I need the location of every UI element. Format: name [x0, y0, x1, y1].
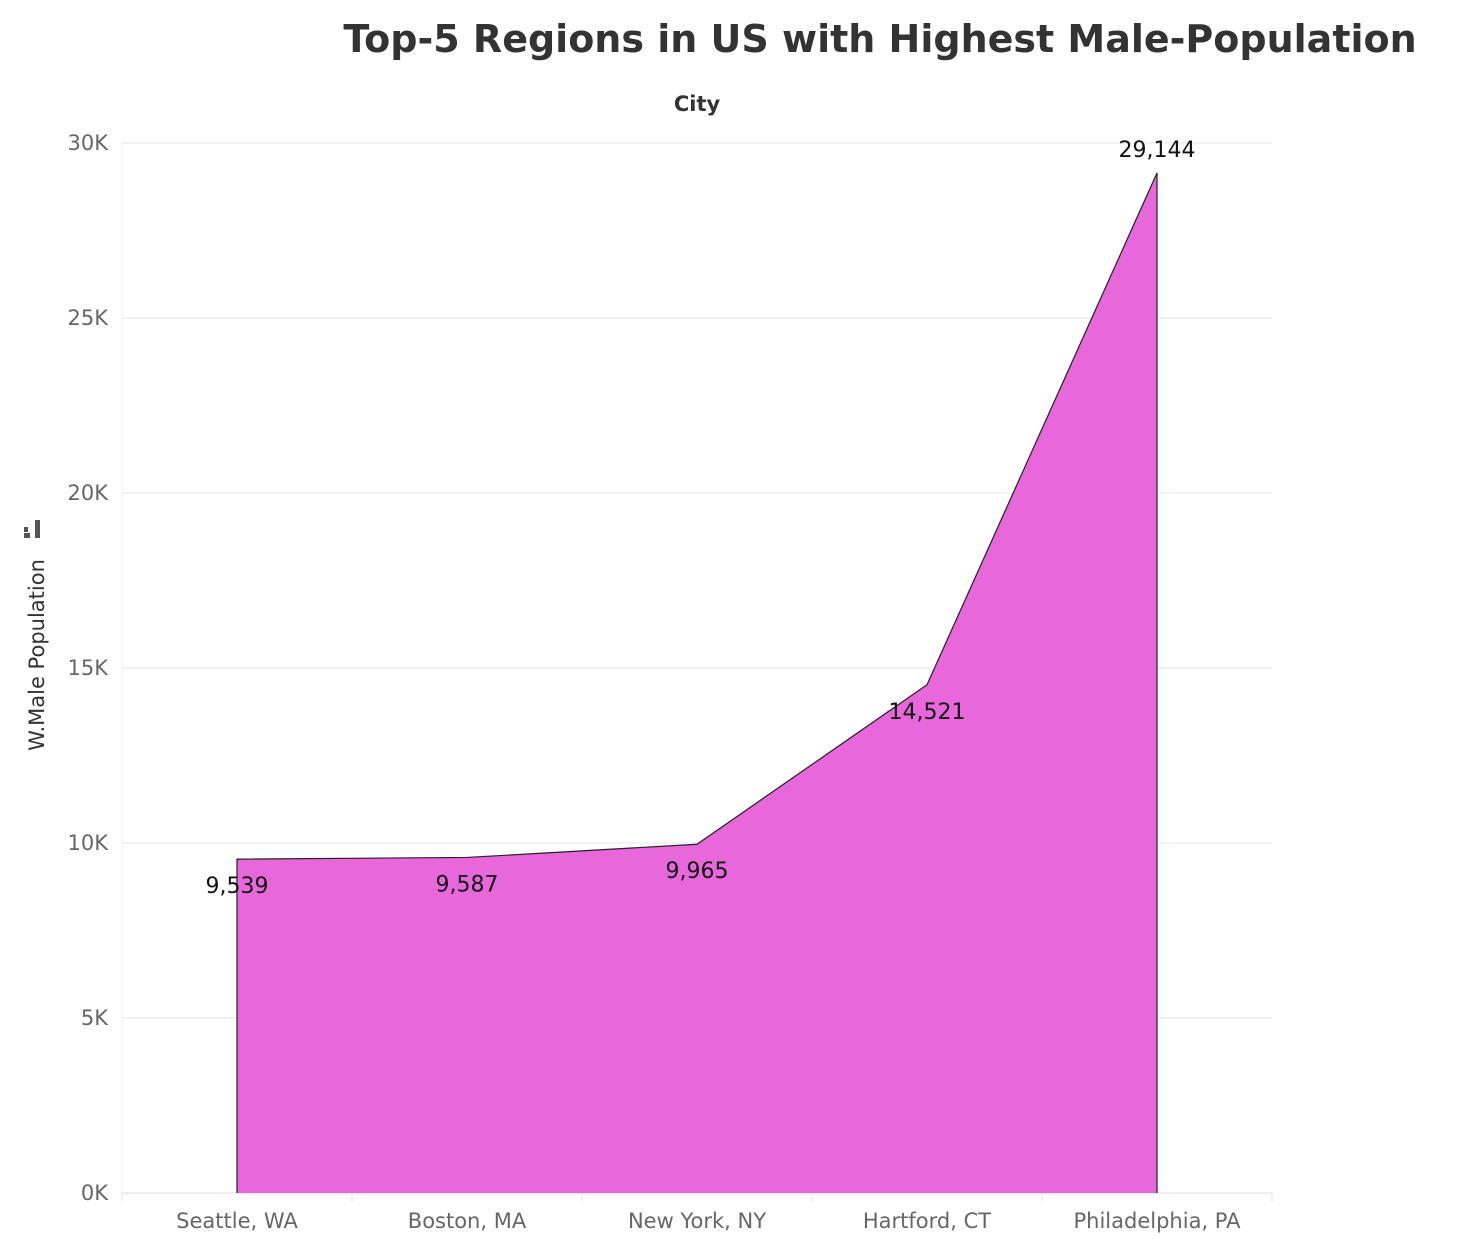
y-tick-label-5: 25K: [68, 306, 110, 330]
data-label-1: 9,587: [436, 872, 499, 897]
data-label-2: 9,965: [666, 859, 729, 884]
sort-icon-bar-1: [24, 533, 30, 538]
column-header: City: [674, 92, 721, 116]
x-axis-ticks: Seattle, WA Boston, MA New York, NY Hartfor…: [176, 1209, 1241, 1233]
x-tick-label-3: Hartford, CT: [863, 1209, 991, 1233]
y-tick-label-1: 5K: [81, 1006, 109, 1030]
x-tick-label-2: New York, NY: [628, 1209, 766, 1233]
x-tick-label-0: Seattle, WA: [176, 1209, 298, 1233]
y-tick-label-0: 0K: [81, 1181, 109, 1205]
y-tick-label-3: 15K: [68, 656, 110, 680]
area-fill: [237, 172, 1157, 1193]
data-labels: 9,539 9,587 9,965 14,521 29,144: [206, 138, 1196, 899]
data-label-0: 9,539: [206, 874, 269, 899]
data-label-3: 14,521: [889, 700, 966, 725]
y-tick-label-4: 20K: [68, 481, 110, 505]
x-tick-label-4: Philadelphia, PA: [1074, 1209, 1242, 1233]
area-outline: [236, 172, 1158, 1193]
y-axis-ticks: 0K 5K 10K 15K 20K 25K 30K: [68, 131, 110, 1205]
sort-icon[interactable]: [24, 520, 40, 538]
sort-icon-bar-2: [24, 527, 28, 532]
x-tick-label-1: Boston, MA: [408, 1209, 527, 1233]
y-tick-label-2: 10K: [68, 831, 110, 855]
y-axis-label: W.Male Population: [25, 559, 49, 751]
y-tick-label-6: 30K: [68, 131, 110, 155]
sort-icon-bar-3: [35, 520, 40, 538]
chart-title: Top-5 Regions in US with Highest Male-Po…: [343, 17, 1416, 61]
data-label-4: 29,144: [1119, 138, 1196, 163]
area-series: [236, 172, 1158, 1193]
